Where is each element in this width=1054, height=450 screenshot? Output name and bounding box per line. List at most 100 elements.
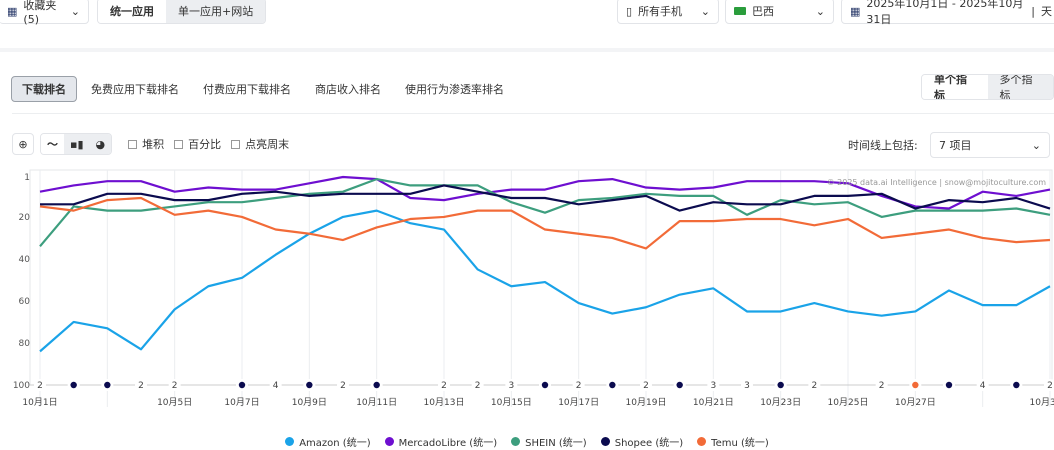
legend-label: SHEIN (统一) [525,438,587,449]
rank-line-chart: 2 2 2 4 2 2 2 3 2 2 3 3 2 2 4 2 1 20 40 60 80 100 10月1日 10月5日 10… [13,169,1054,408]
ranking-tabs: 下载排名 免费应用下载排名 付费应用下载排名 商店收入排名 使用行为渗透率排名 [11,76,518,102]
weekend-checkbox[interactable]: 点亮周末 [231,136,289,152]
favorites-dropdown[interactable]: ▦ 收藏夹 (5) ⌄ [0,0,89,26]
percent-checkbox[interactable]: 百分比 [174,136,221,152]
event-dot [945,381,953,389]
x-tick-label: 10月17日 [558,397,599,408]
event-count: 2 [643,381,649,391]
x-tick-label: 10月1日 [22,397,57,408]
event-dot [238,381,246,389]
event-marker-bg [471,379,484,391]
event-marker-bg [34,379,46,391]
event-dot [1013,381,1020,389]
event-count: 4 [980,381,986,391]
stack-checkbox[interactable]: 堆积 [128,136,164,152]
legend-label: Temu (统一) [711,438,769,449]
tab-revenue-rank[interactable]: 商店收入排名 [315,83,381,96]
event-count: 4 [273,381,279,391]
legend-item[interactable]: Temu (统一) [697,434,769,449]
event-marker-bg [1044,379,1054,391]
line-chart-icon[interactable]: 〜 [41,134,64,154]
x-tick-label: 10月25日 [828,397,869,408]
x-tick-label: 10月21日 [693,397,734,408]
event-marker-bg [875,379,888,391]
chevron-down-icon: ⌄ [815,4,825,18]
series-line [40,184,1051,212]
zoom-icon[interactable]: ⊕ [12,133,34,155]
y-tick-label: 60 [19,297,31,307]
top-bar: ▦ 收藏夹 (5) ⌄ 统一应用 单一应用+网站 ▯ 所有手机 ⌄ 巴西 ⌄ ▦… [0,0,1054,52]
x-tick-label: 10月7日 [224,397,259,408]
legend-swatch [384,437,394,446]
legend-item[interactable]: MercadoLibre (统一) [384,434,498,449]
event-dot [912,381,919,389]
x-tick-label: 10月19日 [626,397,667,408]
date-range-picker[interactable]: ▦ 2025年10月1日 - 2025年10月31日 | 天 [841,0,1054,26]
event-marker-bg [707,379,720,391]
timeline-dropdown[interactable]: 7 项目 ⌄ [930,132,1050,158]
legend-label: Shopee (统一) [614,438,684,449]
y-tick-label: 20 [19,213,31,223]
event-marker-bg [976,379,989,391]
x-tick-label: 10月15日 [491,397,532,408]
series-line [39,209,1051,353]
legend-item[interactable]: SHEIN (统一) [511,434,587,449]
event-marker-bg [741,379,753,391]
event-count: 2 [475,381,481,391]
x-tick-label: 10月27日 [895,397,936,408]
brazil-flag-icon [734,7,746,15]
legend-label: MercadoLibre (统一) [398,438,498,449]
event-dot [70,381,77,389]
single-metric-option[interactable]: 单个指标 [922,75,988,99]
event-count: 2 [37,381,43,391]
chart-legend: Amazon (统一) MercadoLibre (统一) SHEIN (统一) Sh… [0,434,1054,449]
bar-chart-icon[interactable]: ▪▮ [64,134,90,154]
event-count: 2 [879,381,885,391]
event-count: 2 [138,381,144,391]
event-dot [777,381,784,389]
event-count: 2 [172,381,178,391]
phone-icon: ▯ [626,4,633,18]
legend-label: Amazon (统一) [299,438,371,449]
tab-download-rank[interactable]: 下载排名 [11,76,77,102]
event-marker-bg [640,379,652,391]
timeline-label: 时间线上包括: [848,139,918,152]
event-marker-bg [168,379,181,391]
event-dot [306,381,313,389]
x-tick-label: 10月13日 [424,397,465,408]
legend-item[interactable]: Shopee (统一) [600,434,684,449]
chart-controls: ⊕ 〜 ▪▮ ◕ 堆积 百分比 点亮周末 [12,133,289,155]
event-count: 3 [710,381,716,391]
series-line [39,175,1051,210]
single-app-option[interactable]: 单一应用+网站 [166,0,266,23]
tab-free-download-rank[interactable]: 免费应用下载排名 [91,83,179,96]
legend-item[interactable]: Amazon (统一) [285,434,371,449]
event-count: 3 [744,381,750,391]
event-marker-bg [269,379,282,391]
pie-chart-icon[interactable]: ◕ [89,134,112,154]
multi-metric-option[interactable]: 多个指标 [987,75,1053,99]
country-dropdown[interactable]: 巴西 ⌄ [725,0,834,24]
event-dot [609,381,616,389]
chevron-down-icon: ⌄ [1031,138,1041,152]
legend-swatch [600,437,610,446]
event-marker-bg [135,379,147,391]
event-marker-bg [505,379,518,391]
tab-paid-download-rank[interactable]: 付费应用下载排名 [203,83,291,96]
y-tick-label: 100 [13,381,30,391]
event-dot [104,381,111,389]
y-tick-label: 40 [19,255,31,265]
grid-icon: ▦ [7,4,18,18]
event-count: 2 [441,381,447,391]
divider [12,113,1054,114]
event-dot [541,381,549,389]
unified-app-option[interactable]: 统一应用 [98,0,166,23]
tab-usage-rank[interactable]: 使用行为渗透率排名 [405,83,504,96]
watermark: © 2025 data.ai Intelligence | snow@mojit… [827,178,1047,187]
x-tick-label: 10月31日 [1030,397,1054,408]
y-tick-label: 80 [19,339,31,349]
device-dropdown[interactable]: ▯ 所有手机 ⌄ [617,0,719,24]
event-count: 2 [576,381,582,391]
event-count: 2 [811,381,817,391]
metric-toggle: 单个指标 多个指标 [921,74,1054,100]
